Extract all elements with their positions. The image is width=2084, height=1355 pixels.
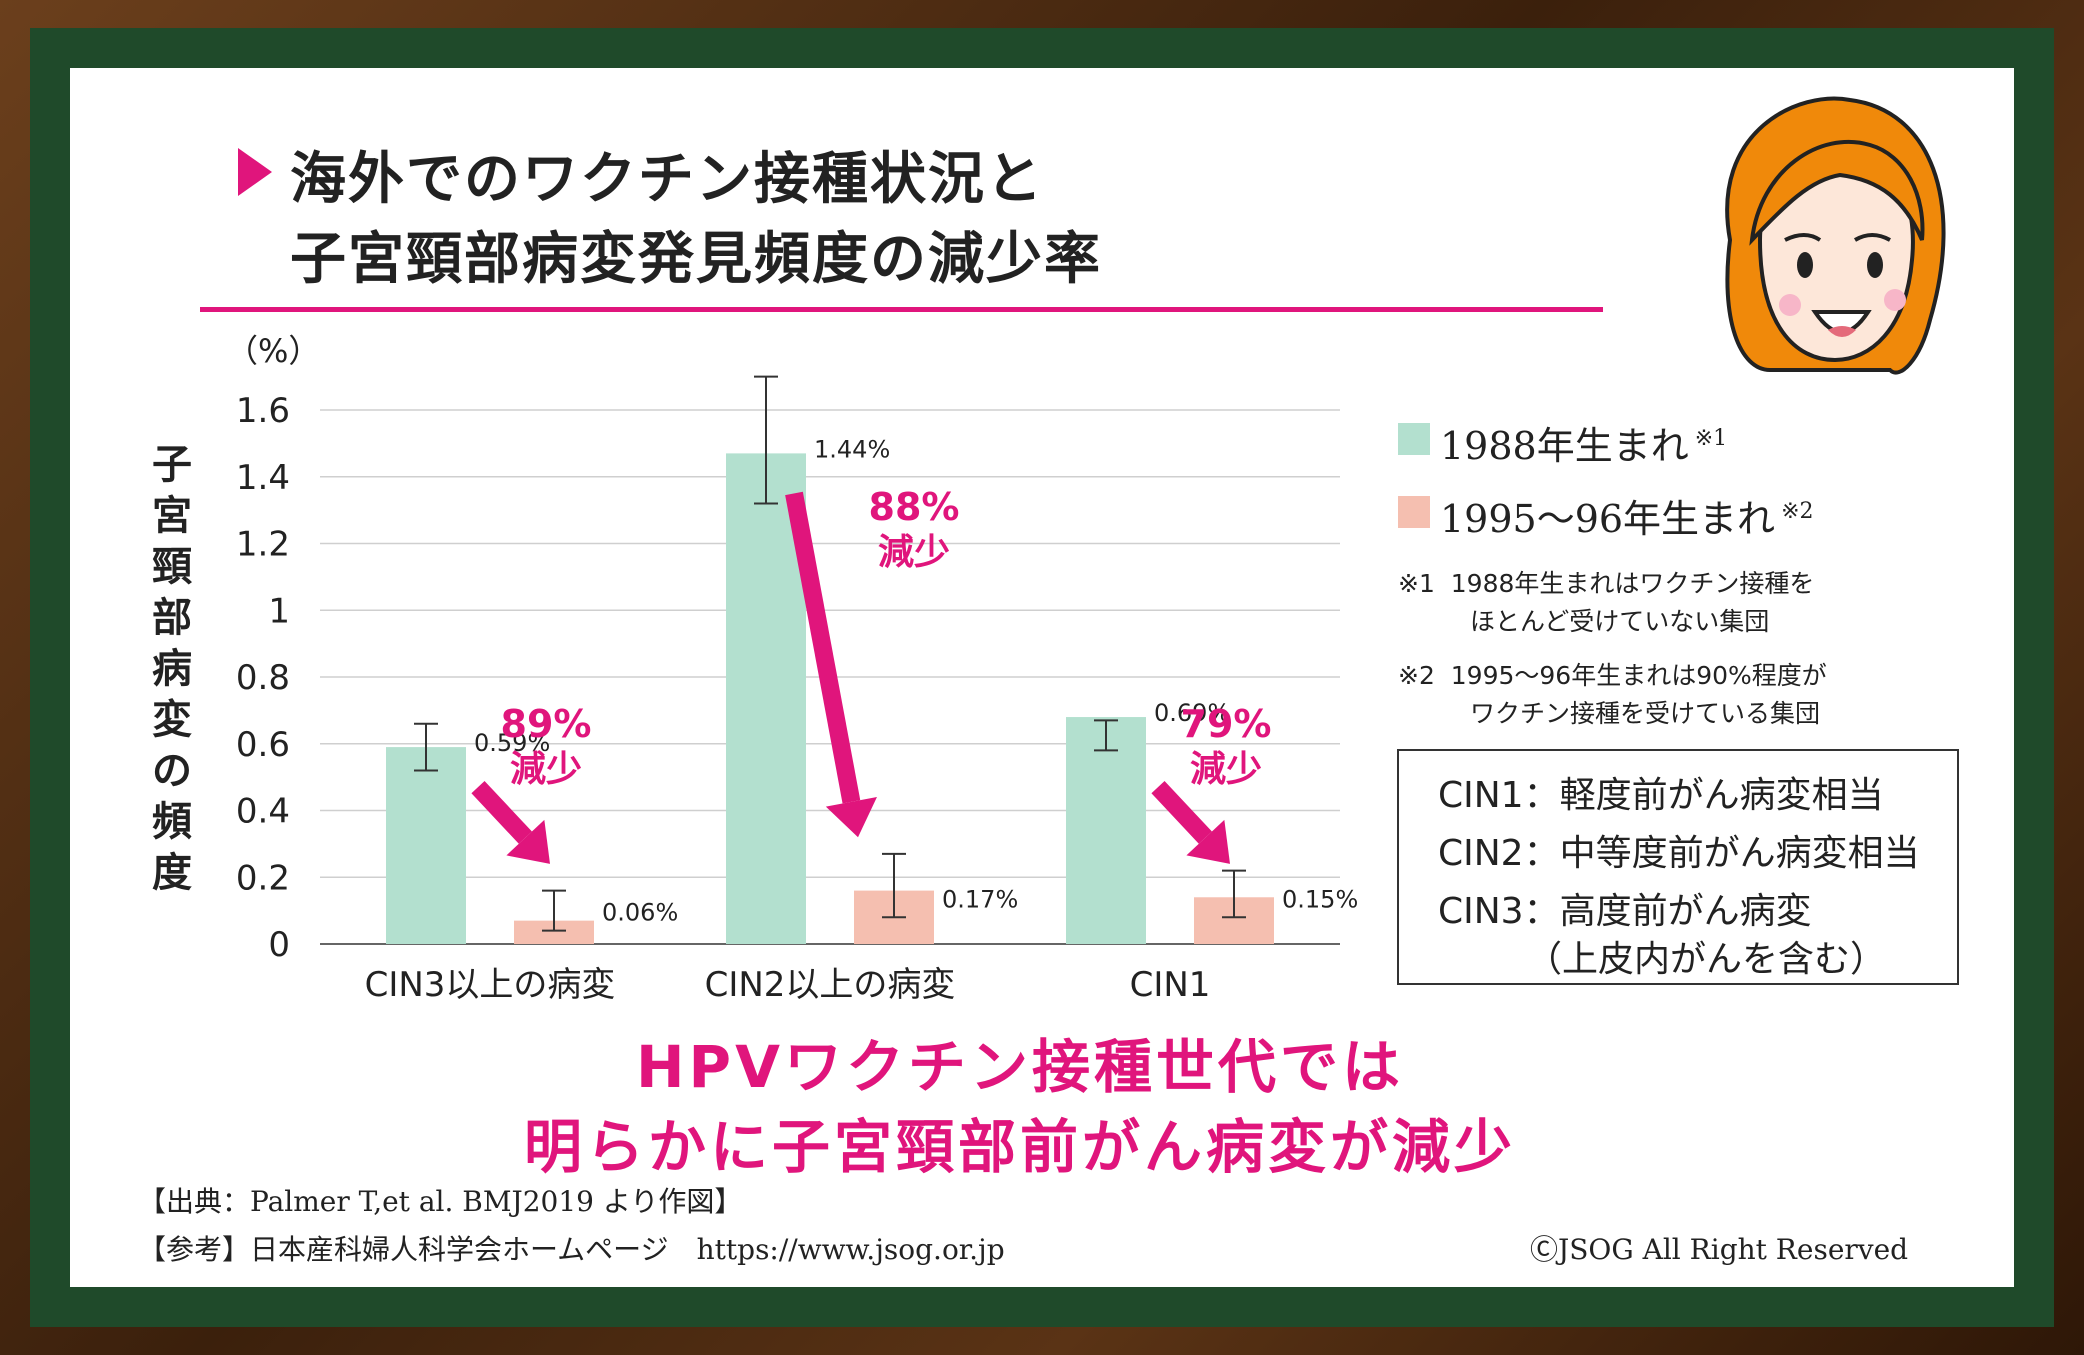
y-tick-label: 1: [268, 591, 290, 631]
bangs: [1749, 139, 1925, 246]
y-axis-title-char: 頸: [152, 544, 192, 590]
data-label: 0.69%: [1154, 699, 1230, 727]
left-eye: [1797, 252, 1813, 278]
decrease-text: 減少: [1190, 749, 1262, 790]
bar: [1066, 717, 1146, 944]
y-axis-title: 子宮頸部病変の頻度: [150, 440, 194, 899]
legend-label-1988: 1988年生まれ ※1: [1440, 415, 1727, 470]
legend-swatch-1995: [1398, 496, 1430, 528]
y-axis-title-char: の: [152, 748, 192, 794]
y-unit-label: （%）: [226, 332, 320, 370]
y-tick-label: 1.2: [236, 525, 290, 565]
note-2: ※2 1995〜96年生まれは90%程度が: [1398, 656, 1827, 692]
data-label: 0.17%: [942, 885, 1018, 913]
left-eyebrow: [1784, 233, 1822, 242]
legend-label-1995: 1995〜96年生まれ ※2: [1440, 488, 1814, 543]
bar: [386, 747, 466, 944]
conclusion-line-1: HPVワクチン接種世代では: [636, 1033, 1404, 1101]
decrease-arrow-head: [825, 797, 877, 838]
y-axis-title-char: 子: [152, 442, 192, 488]
source-citation: 【出典：Palmer T,et al. BMJ2019 より作図】: [138, 1185, 743, 1218]
copyright-notice: ⒸJSOG All Right Reserved: [1530, 1233, 1909, 1266]
decrease-arrow: [471, 780, 532, 844]
decrease-text: 減少: [510, 749, 582, 790]
legend-mark-2: ※2: [1781, 499, 1814, 525]
y-tick-label: 0.4: [236, 792, 290, 832]
x-category-label: CIN3以上の病変: [365, 965, 616, 1005]
decrease-percent: 79%: [1181, 702, 1272, 746]
cin1-definition: CIN1：軽度前がん病変相当: [1438, 775, 1884, 816]
y-tick-label: 0.6: [236, 725, 290, 765]
cin3-definition: CIN3：高度前がん病変: [1438, 891, 1812, 932]
title-underline: [200, 307, 1603, 312]
bar: [514, 920, 594, 944]
y-tick-label: 1.6: [236, 391, 290, 431]
legend-swatch-1988: [1398, 423, 1430, 455]
y-tick-label: 1.4: [236, 458, 290, 498]
note-1-cont: ほとんど受けていない集団: [1470, 607, 1770, 636]
title-triangle-icon: [238, 148, 272, 196]
cin2-definition: CIN2：中等度前がん病変相当: [1438, 833, 1920, 874]
left-cheek: [1779, 294, 1801, 316]
right-eyebrow: [1853, 233, 1891, 242]
title-line-1: 海外でのワクチン接種状況と: [290, 147, 1044, 212]
decrease-percent: 89%: [501, 702, 592, 746]
y-axis-title-char: 宮: [152, 493, 192, 539]
y-axis-title-char: 変: [152, 697, 192, 743]
data-label: 0.15%: [1282, 885, 1358, 913]
cin-definition-box: [1397, 749, 1959, 985]
right-cheek: [1884, 289, 1906, 311]
note-2-cont: ワクチン接種を受けている集団: [1470, 699, 1821, 728]
y-tick-label: 0.2: [236, 858, 290, 898]
y-axis-title-char: 病: [152, 646, 192, 692]
x-category-label: CIN1: [1130, 965, 1211, 1005]
decrease-text: 減少: [878, 532, 950, 573]
x-category-label: CIN2以上の病変: [705, 965, 956, 1005]
decrease-percent: 88%: [869, 485, 960, 529]
note-1-line1: 1988年生まれはワクチン接種を: [1450, 569, 1815, 598]
note-1-mark: ※1: [1398, 569, 1435, 598]
legend-mark-1: ※1: [1694, 426, 1728, 452]
data-label: 1.44%: [814, 435, 890, 463]
decrease-arrow-head: [506, 819, 550, 864]
note-2-line1: 1995〜96年生まれは90%程度が: [1450, 661, 1827, 690]
legend-name-1995: 1995〜96年生まれ: [1440, 497, 1776, 541]
legend-name-1988: 1988年生まれ: [1440, 424, 1689, 468]
reference-link[interactable]: 【参考】日本産科婦人科学会ホームページ https://www.jsog.or.…: [138, 1233, 1005, 1266]
decrease-arrow: [1151, 780, 1212, 844]
conclusion-line-2: 明らかに子宮頸部前がん病変が減少: [523, 1113, 1516, 1181]
error-bar-layer: [414, 375, 1246, 932]
y-tick-label: 0: [268, 925, 290, 965]
y-axis-title-char: 度: [152, 850, 192, 896]
title-line-2: 子宮頸部病変発見頻度の減少率: [290, 227, 1102, 292]
note-1: ※1 1988年生まれはワクチン接種を: [1398, 564, 1814, 600]
data-label: 0.59%: [474, 729, 550, 757]
y-axis-title-char: 頻: [152, 799, 192, 845]
label-layer: （%） 0 0.2 0.4 0.6 0.8 1 1.2 1.4 1.6 CIN3以上の病変 0.59%…: [226, 332, 1358, 1005]
data-label: 0.06%: [602, 899, 678, 927]
tongue: [1828, 326, 1856, 337]
y-axis-title-char: 部: [152, 595, 192, 641]
y-tick-label: 0.8: [236, 658, 290, 698]
woman-illustration: [1725, 96, 1946, 375]
decrease-arrow-head: [1186, 819, 1230, 864]
right-eye: [1867, 252, 1883, 278]
note-2-mark: ※2: [1398, 661, 1435, 690]
decrease-arrow: [785, 491, 861, 804]
cin3-definition-cont: （上皮内がんを含む）: [1526, 939, 1887, 980]
arrow-layer: [471, 491, 1230, 864]
